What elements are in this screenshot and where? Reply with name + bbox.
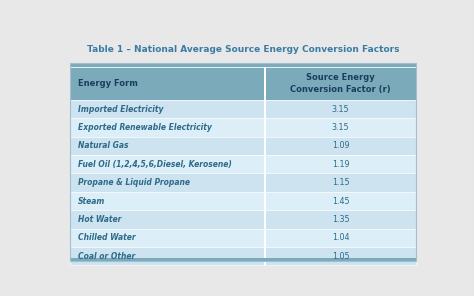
Bar [70, 192, 265, 210]
Bar [265, 155, 416, 173]
Text: 1.04: 1.04 [332, 233, 349, 242]
Bar [264, 210, 266, 229]
Text: 1.09: 1.09 [332, 141, 349, 150]
Bar [70, 63, 416, 261]
Text: Natural Gas: Natural Gas [78, 141, 128, 150]
Text: 1.05: 1.05 [332, 252, 349, 260]
Text: 3.15: 3.15 [332, 123, 349, 132]
Bar [70, 63, 416, 67]
Bar [70, 258, 416, 261]
Bar [264, 192, 266, 210]
Text: Imported Electricity: Imported Electricity [78, 105, 163, 114]
Bar [265, 137, 416, 155]
Bar [265, 247, 416, 265]
Bar [264, 155, 266, 173]
Text: 1.35: 1.35 [332, 215, 349, 224]
Bar [265, 210, 416, 229]
Bar [70, 173, 265, 192]
Bar [70, 210, 265, 229]
Text: 1.45: 1.45 [332, 197, 349, 205]
Bar [265, 192, 416, 210]
Text: 1.19: 1.19 [332, 160, 349, 169]
Text: Exported Renewable Electricity: Exported Renewable Electricity [78, 123, 211, 132]
Bar [264, 173, 266, 192]
Bar [264, 247, 266, 265]
Text: Hot Water: Hot Water [78, 215, 121, 224]
Text: 3.15: 3.15 [332, 105, 349, 114]
Text: Steam: Steam [78, 197, 105, 205]
Bar [265, 67, 416, 100]
Text: Coal or Other: Coal or Other [78, 252, 135, 260]
Text: Energy Form: Energy Form [78, 79, 137, 88]
Text: 1.15: 1.15 [332, 178, 349, 187]
Bar [264, 118, 266, 137]
Bar [70, 100, 265, 118]
Bar [70, 67, 265, 100]
Bar [264, 137, 266, 155]
Bar [70, 155, 265, 173]
Bar [70, 118, 265, 137]
Bar [265, 229, 416, 247]
Bar [265, 100, 416, 118]
Bar [264, 67, 266, 100]
Bar [264, 229, 266, 247]
Bar [70, 229, 265, 247]
Text: Table 1 – National Average Source Energy Conversion Factors: Table 1 – National Average Source Energy… [87, 45, 399, 54]
Text: Propane & Liquid Propane: Propane & Liquid Propane [78, 178, 190, 187]
Bar [265, 118, 416, 137]
Text: Chilled Water: Chilled Water [78, 233, 135, 242]
Text: Source Energy
Conversion Factor (r): Source Energy Conversion Factor (r) [290, 73, 391, 94]
Bar [70, 247, 265, 265]
Bar [264, 100, 266, 118]
Bar [70, 137, 265, 155]
Bar [265, 173, 416, 192]
Text: Fuel Oil (1,2,4,5,6,Diesel, Kerosene): Fuel Oil (1,2,4,5,6,Diesel, Kerosene) [78, 160, 231, 169]
